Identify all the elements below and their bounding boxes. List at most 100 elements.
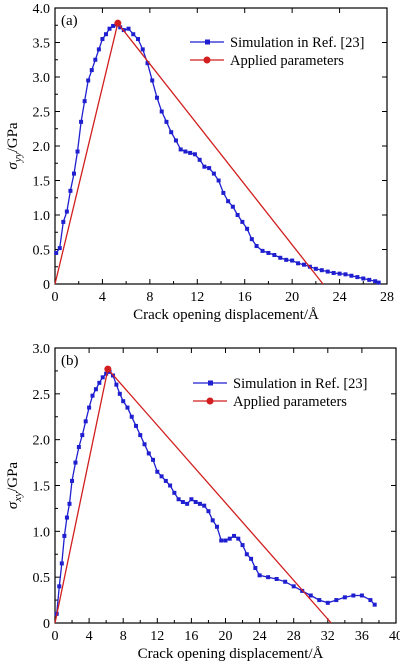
y-tick-label: 0.5 <box>33 571 51 586</box>
data-point <box>155 469 160 474</box>
data-point <box>202 164 207 169</box>
data-point <box>342 595 347 600</box>
data-point <box>266 250 271 255</box>
data-point <box>67 501 72 506</box>
x-tick-label: 36 <box>355 629 369 644</box>
data-point <box>163 478 168 483</box>
data-point <box>240 543 245 548</box>
data-point <box>75 149 80 154</box>
data-point <box>172 490 177 495</box>
x-tick-label: 24 <box>253 629 267 644</box>
x-tick-label: 20 <box>285 290 299 305</box>
data-point <box>254 244 259 249</box>
data-point <box>145 61 150 66</box>
data-point <box>227 536 232 541</box>
data-point <box>71 171 76 176</box>
data-point <box>80 433 85 438</box>
data-point <box>131 32 136 37</box>
data-point <box>104 371 109 376</box>
y-tick-label: 0.5 <box>33 244 51 259</box>
legend-label: Simulation in Ref. [23] <box>230 35 365 51</box>
data-point <box>188 150 193 155</box>
data-point <box>151 457 156 462</box>
data-point <box>89 68 94 73</box>
data-point <box>219 538 224 543</box>
x-tick-label: 32 <box>321 629 335 644</box>
data-point <box>168 483 173 488</box>
data-point <box>189 497 194 502</box>
data-point <box>159 109 164 114</box>
data-point <box>79 119 84 124</box>
data-point <box>86 78 91 83</box>
x-tick-label: 28 <box>380 290 394 305</box>
data-point <box>260 248 265 253</box>
y-tick-label: 1.5 <box>33 175 51 190</box>
data-point <box>249 556 254 561</box>
data-point <box>236 536 241 541</box>
data-point <box>206 509 211 514</box>
x-tick-label: 4 <box>99 290 106 305</box>
data-point <box>192 152 197 157</box>
x-tick-label: 8 <box>120 629 127 644</box>
data-point <box>111 23 116 28</box>
data-point <box>291 584 296 589</box>
data-point <box>278 255 283 260</box>
data-point <box>164 119 169 124</box>
data-point <box>319 268 324 273</box>
legend-marker <box>203 56 211 64</box>
data-point <box>62 533 67 538</box>
data-point <box>107 26 112 31</box>
data-point <box>159 474 164 479</box>
data-point <box>118 25 123 30</box>
data-point <box>180 500 185 504</box>
data-point <box>296 261 301 266</box>
data-point <box>146 451 151 456</box>
data-point <box>76 445 81 449</box>
y-axis-title: σxy/GPa <box>5 462 24 510</box>
data-point <box>136 37 140 42</box>
y-tick-label: 2.5 <box>33 388 51 403</box>
data-point <box>283 579 288 584</box>
x-tick-label: 0 <box>52 629 59 644</box>
data-point <box>245 226 250 231</box>
data-point <box>230 204 235 209</box>
data-point <box>197 157 202 162</box>
y-tick-label: 1.0 <box>33 209 51 224</box>
data-point <box>54 250 59 255</box>
data-point <box>126 26 131 31</box>
chart-b: 0 4 8 12 16 20 24 28 32 36 40 0 0.5 1.0 1.5 2.0 2.5 3.0 Cr… <box>5 342 400 662</box>
legend-label: Applied parameters <box>230 53 344 69</box>
data-point <box>82 99 87 104</box>
data-point <box>368 598 373 603</box>
data-point <box>257 573 262 578</box>
data-point <box>221 190 226 195</box>
data-point <box>313 266 318 271</box>
x-axis-title: Crack opening displacement/Å <box>138 646 324 662</box>
data-point <box>64 515 69 520</box>
data-point <box>351 593 356 598</box>
data-point <box>240 219 245 224</box>
data-point <box>87 405 92 410</box>
data-point <box>343 272 348 277</box>
data-point <box>207 166 212 171</box>
data-point <box>226 199 231 204</box>
data-point <box>100 37 105 42</box>
x-tick-label: 4 <box>86 629 93 644</box>
data-point <box>138 433 143 438</box>
legend-marker <box>206 397 214 405</box>
data-point <box>290 258 295 263</box>
data-point <box>355 275 360 280</box>
y-tick-label: 1.0 <box>33 525 51 540</box>
x-tick-label: 20 <box>219 629 233 644</box>
data-point <box>325 269 330 274</box>
data-point <box>93 57 98 62</box>
data-point <box>308 593 313 598</box>
legend-label: Applied parameters <box>233 394 347 410</box>
x-tick-label: 40 <box>389 629 400 644</box>
data-point <box>93 387 98 392</box>
data-point <box>103 32 108 37</box>
data-point <box>253 566 258 570</box>
data-point <box>244 552 249 557</box>
chart-a: 0 4 8 12 16 20 24 28 0 0.5 1.0 1.5 2.0 2.5 3.0 3.5 4.0 Cr… <box>5 2 394 323</box>
